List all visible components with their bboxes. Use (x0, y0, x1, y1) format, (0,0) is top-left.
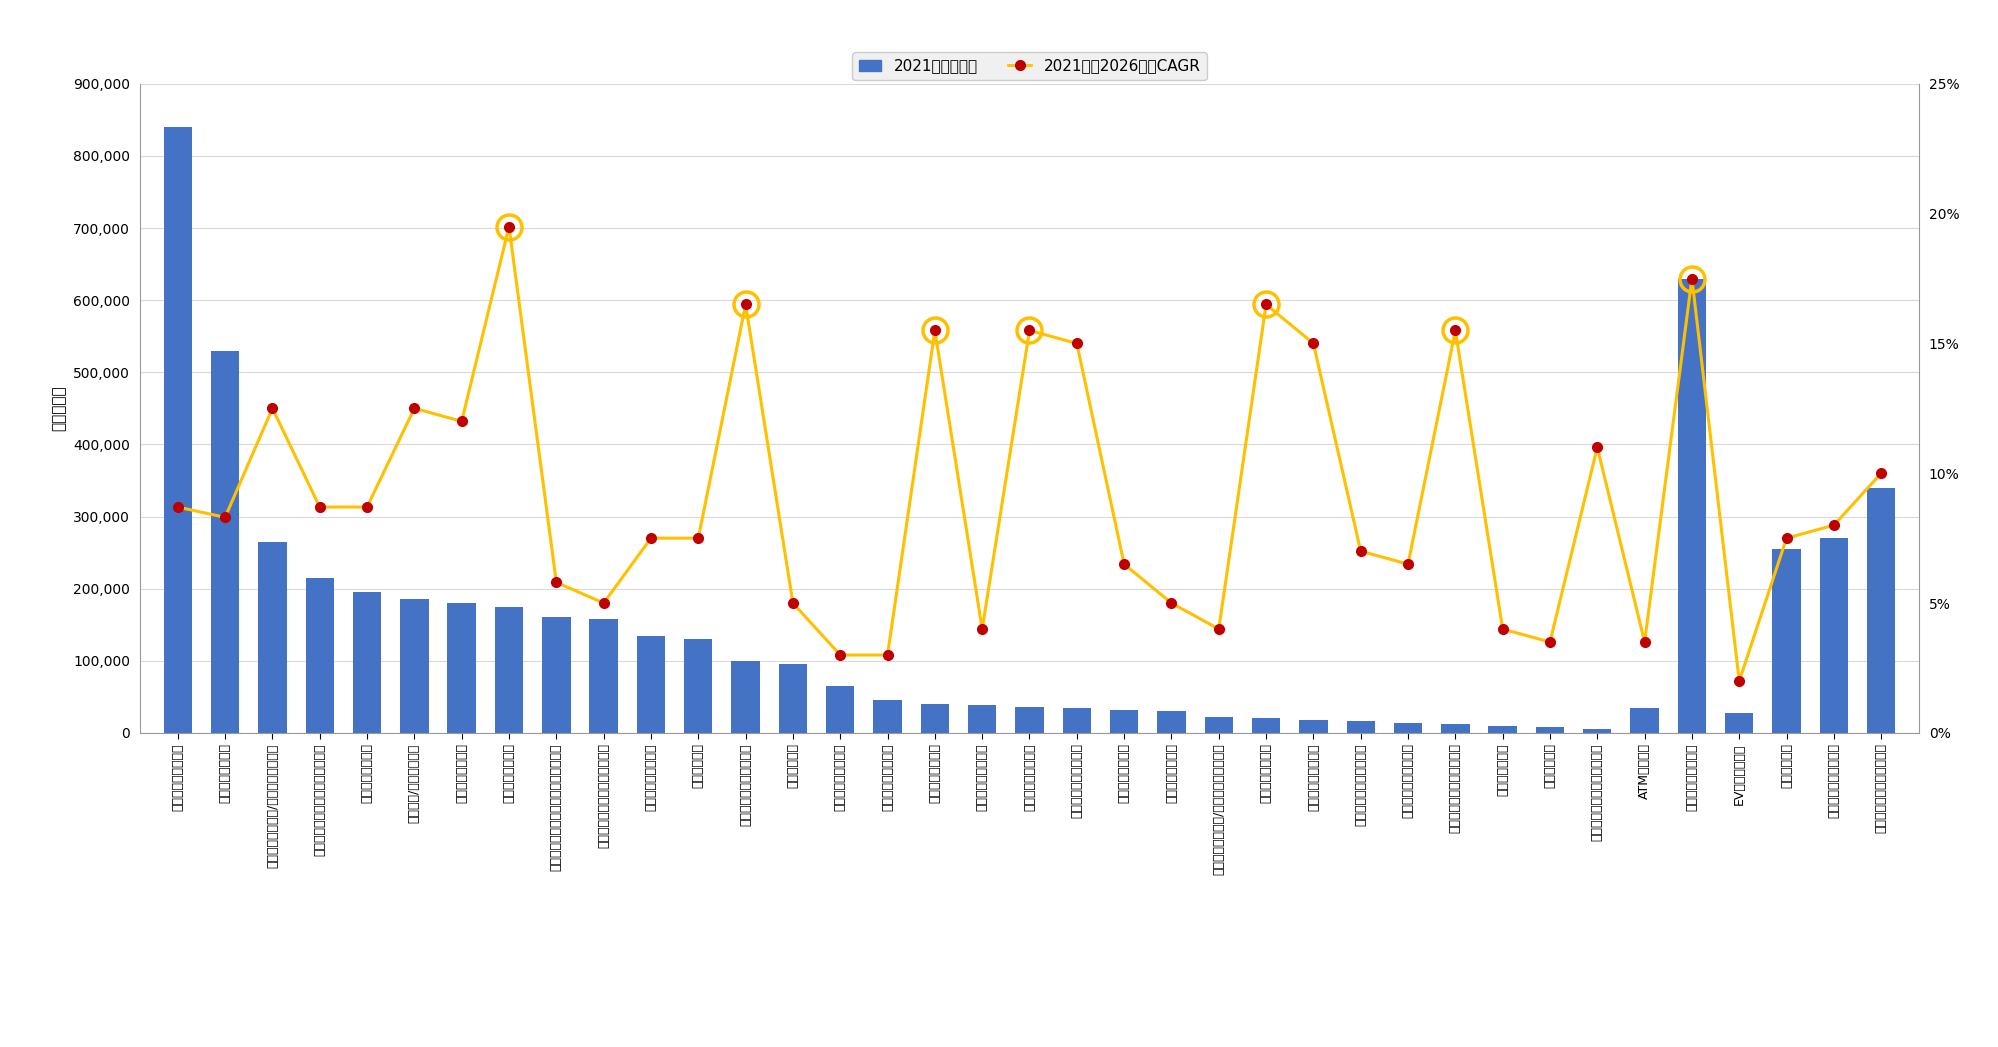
Bar (541, 618, 569, 733)
Bar (1205, 717, 1233, 733)
Bar (1015, 707, 1043, 733)
Bar (1063, 709, 1091, 733)
Bar (1676, 279, 1704, 733)
Bar (589, 619, 617, 733)
Legend: 2021年の支出額, 2021年～2026年のCAGR: 2021年の支出額, 2021年～2026年のCAGR (851, 52, 1207, 80)
Bar (212, 351, 240, 733)
Bar (1441, 725, 1469, 733)
Bar (921, 704, 949, 733)
Bar (1393, 722, 1421, 733)
Y-axis label: （百万円）: （百万円） (52, 385, 66, 431)
Bar (1489, 726, 1516, 733)
Bar (164, 127, 192, 733)
Bar (448, 603, 476, 733)
Bar (354, 593, 382, 733)
Bar (637, 636, 665, 733)
Bar (400, 600, 428, 733)
Bar (1818, 538, 1846, 733)
Bar (1299, 720, 1327, 733)
Bar (1724, 713, 1752, 733)
Bar (825, 686, 853, 733)
Bar (258, 541, 286, 733)
Bar (1251, 718, 1279, 733)
Bar (1347, 721, 1375, 733)
Bar (731, 661, 759, 733)
Bar (1630, 708, 1658, 733)
Bar (683, 639, 711, 733)
Bar (1157, 711, 1185, 733)
Bar (1109, 710, 1137, 733)
Bar (496, 606, 523, 733)
Bar (1772, 549, 1800, 733)
Bar (873, 700, 901, 733)
Bar (1534, 727, 1562, 733)
Bar (779, 665, 807, 733)
Bar (967, 706, 995, 733)
Bar (1582, 730, 1610, 733)
Bar (1866, 488, 1894, 733)
Bar (306, 578, 334, 733)
